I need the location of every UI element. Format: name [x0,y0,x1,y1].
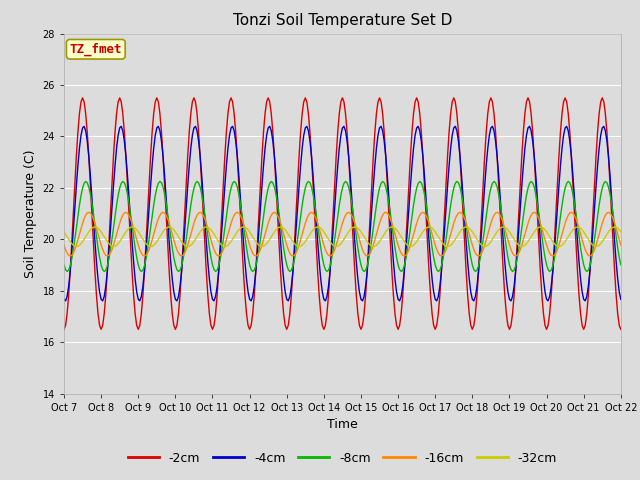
Text: TZ_fmet: TZ_fmet [70,43,122,56]
Title: Tonzi Soil Temperature Set D: Tonzi Soil Temperature Set D [233,13,452,28]
Y-axis label: Soil Temperature (C): Soil Temperature (C) [24,149,37,278]
X-axis label: Time: Time [327,418,358,431]
Legend: -2cm, -4cm, -8cm, -16cm, -32cm: -2cm, -4cm, -8cm, -16cm, -32cm [123,447,562,469]
